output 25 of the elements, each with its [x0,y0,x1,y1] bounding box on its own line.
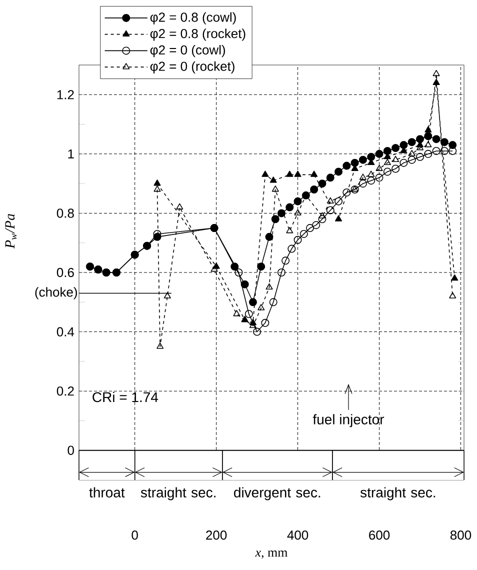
x-tick-label: 200 [206,530,227,540]
y-tick-label: 0.8 [56,208,74,218]
y-tick-label: 0.2 [56,386,74,396]
y-tick-label: 0.4 [56,327,74,336]
legend-label: φ2 = 0 (rocket) [150,61,234,74]
y-tick-label: 0 [68,446,74,455]
y-tick-label: 0.6 [56,268,74,278]
band-label: throat [89,487,125,498]
x-tick-label: 600 [369,530,390,540]
x-tick-label: 800 [450,530,472,540]
ref-line-label: (choke) [35,287,77,300]
annotation: CRi = 1.74 [92,392,158,402]
legend-label: φ2 = 0 (cowl) [150,45,226,58]
x-axis-title: x, mm [255,550,288,559]
x-tick-label: 400 [287,530,308,540]
legend-label: φ2 = 0.8 (cowl) [150,12,236,24]
y-tick-label: 1.2 [57,90,74,100]
band-label: straight sec. [360,487,436,500]
band-label: straight sec. [140,487,216,500]
band-label: divergent sec. [234,487,320,500]
y-axis-title: P$_{w}$/Pa [5,214,17,249]
annotation: fuel injector [312,414,384,428]
y-tick-label: 1 [68,149,74,158]
x-tick-label: 0 [132,530,138,540]
legend-label: φ2 = 0.8 (rocket) [150,28,246,41]
